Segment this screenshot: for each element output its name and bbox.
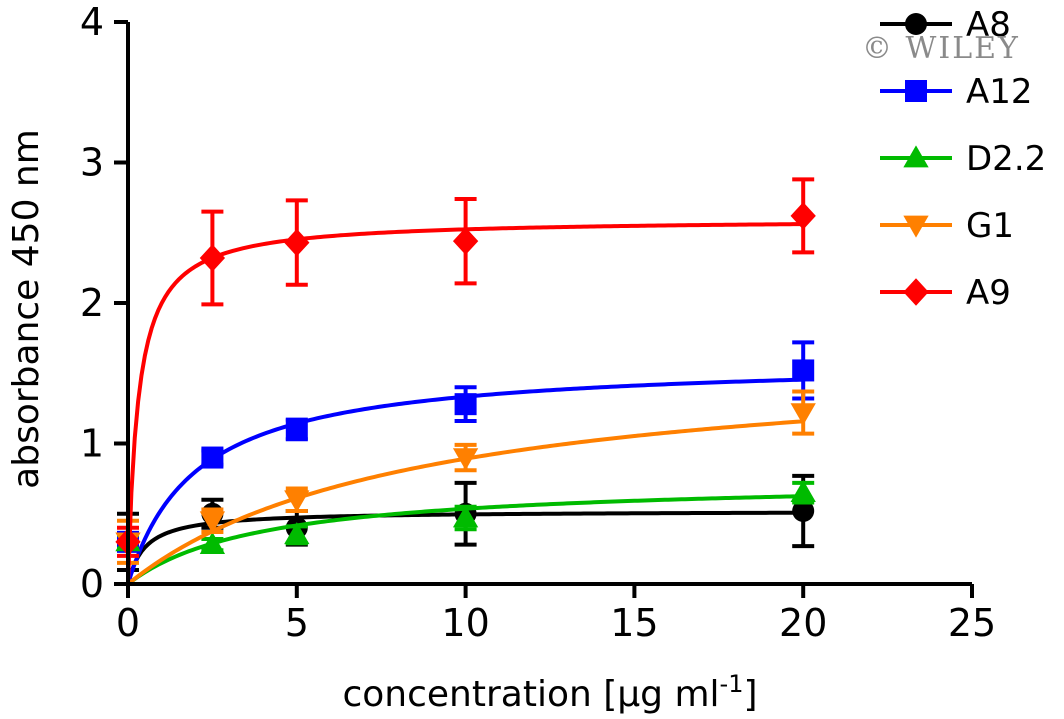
data-point (452, 505, 479, 528)
legend-marker (905, 80, 927, 102)
x-tick-label: 25 (948, 601, 996, 645)
data-point (452, 227, 479, 255)
legend-item: A12 (880, 72, 1033, 112)
y-tick-label: 3 (80, 141, 104, 185)
data-point (790, 480, 816, 503)
plot-area (115, 177, 816, 586)
x-axis-title: concentration [µg ml-1] (342, 670, 757, 715)
wiley-watermark: © WILEY (862, 31, 1020, 66)
legend-label: G1 (966, 206, 1014, 246)
data-point (199, 244, 226, 272)
x-tick-label: 15 (610, 601, 658, 645)
legend-label: A12 (966, 72, 1033, 112)
legend-label: A8 (966, 5, 1011, 45)
legend-marker (903, 278, 929, 306)
y-axis-title: absorbance 450 nm (6, 129, 47, 489)
data-point (790, 403, 816, 426)
data-point (792, 499, 815, 522)
y-tick-label: 2 (80, 281, 104, 325)
data-point (284, 522, 310, 545)
legend-marker (903, 145, 929, 168)
y-tick-label: 0 (80, 562, 104, 606)
legend: A8 A12 D2.2 G1 A9 (880, 5, 1046, 313)
y-tick-label: 4 (80, 0, 104, 44)
y-tick-label: 1 (80, 422, 104, 466)
x-tick-label: 0 (116, 601, 140, 645)
data-point (452, 448, 479, 471)
legend-label: A9 (966, 273, 1011, 313)
x-tick-label: 5 (285, 601, 309, 645)
x-tick-label: 10 (441, 601, 489, 645)
data-point (199, 511, 226, 534)
data-point (454, 393, 477, 416)
data-point (790, 202, 816, 230)
tick-labels: 0 1 2 3 4 0 5 10 15 20 25 (80, 0, 996, 645)
legend-label: D2.2 (966, 139, 1046, 179)
axes (114, 20, 974, 598)
data-point (201, 446, 224, 469)
data-point (792, 359, 815, 382)
legend-marker (905, 13, 927, 35)
legend-item: D2.2 (880, 139, 1046, 179)
data-point (284, 490, 310, 513)
legend-item: A9 (880, 273, 1011, 313)
data-point (285, 418, 308, 441)
x-tick-label: 20 (779, 601, 827, 645)
legend-item: G1 (880, 206, 1014, 246)
data-point (284, 228, 310, 257)
data-point (199, 532, 226, 555)
legend-item: A8 (880, 5, 1011, 45)
legend-marker (903, 215, 929, 238)
